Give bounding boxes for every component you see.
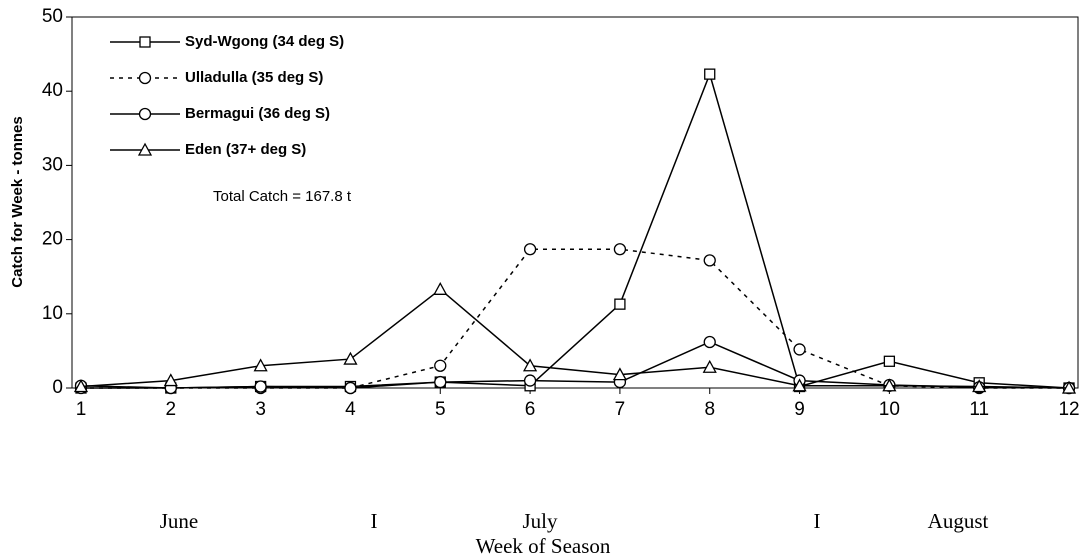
marker [1061,380,1077,394]
legend-marker [138,71,152,85]
x-axis-title: Week of Season [476,534,611,558]
marker [434,359,447,372]
marker [882,378,897,392]
x-tick-label: 4 [345,399,356,420]
marker [613,243,627,256]
legend-label: Ulladulla (35 deg S) [185,69,323,86]
x-tick-label: 9 [794,399,805,420]
month-label: I [814,509,821,533]
x-tick-label: 10 [879,399,900,420]
marker [972,379,987,393]
y-tick-label: 50 [42,6,63,27]
month-label: August [928,509,989,533]
x-tick-label: 11 [969,399,989,420]
y-tick-label: 10 [42,303,63,324]
x-tick-label: 2 [166,399,177,420]
month-label: June [160,509,199,533]
x-tick-label: 3 [255,399,266,420]
marker [883,355,896,367]
x-tick-label: 7 [615,399,626,420]
series-line [80,341,1070,389]
series-line [80,288,1070,389]
marker [792,378,807,392]
marker [614,298,626,310]
marker [253,358,268,372]
y-tick-label: 20 [42,229,63,250]
marker [73,379,89,393]
legend-label: Syd-Wgong (34 deg S) [185,33,344,50]
x-tick-label: 1 [76,399,87,420]
series-line [80,248,1070,389]
marker [523,243,537,256]
marker [434,375,447,389]
x-tick-label: 12 [1058,399,1079,420]
legend-marker [139,36,151,48]
marker [702,359,717,373]
marker [343,351,358,365]
legend-marker [137,142,153,156]
month-label: July [522,509,558,533]
marker [344,381,357,395]
marker [703,335,716,349]
legend-label: Eden (37+ deg S) [185,141,306,158]
x-tick-label: 8 [704,399,715,420]
x-tick-label: 6 [525,399,536,420]
y-tick-label: 30 [42,154,63,175]
y-tick-label: 0 [52,377,63,398]
month-label: I [371,509,378,533]
marker [793,343,806,356]
y-axis-title: Catch for Week - tonnes [9,116,26,287]
plot-area [71,16,1079,389]
marker [254,380,267,393]
marker [523,374,537,387]
marker [612,367,628,381]
marker [522,358,538,372]
x-tick-label: 5 [435,399,446,420]
marker [703,254,716,267]
marker [433,281,448,295]
legend-marker [138,107,152,121]
annotation: Total Catch = 167.8 t [213,188,352,205]
marker [163,373,178,387]
marker [704,68,716,80]
legend-label: Bermagui (36 deg S) [185,105,330,122]
y-tick-label: 40 [42,80,63,101]
